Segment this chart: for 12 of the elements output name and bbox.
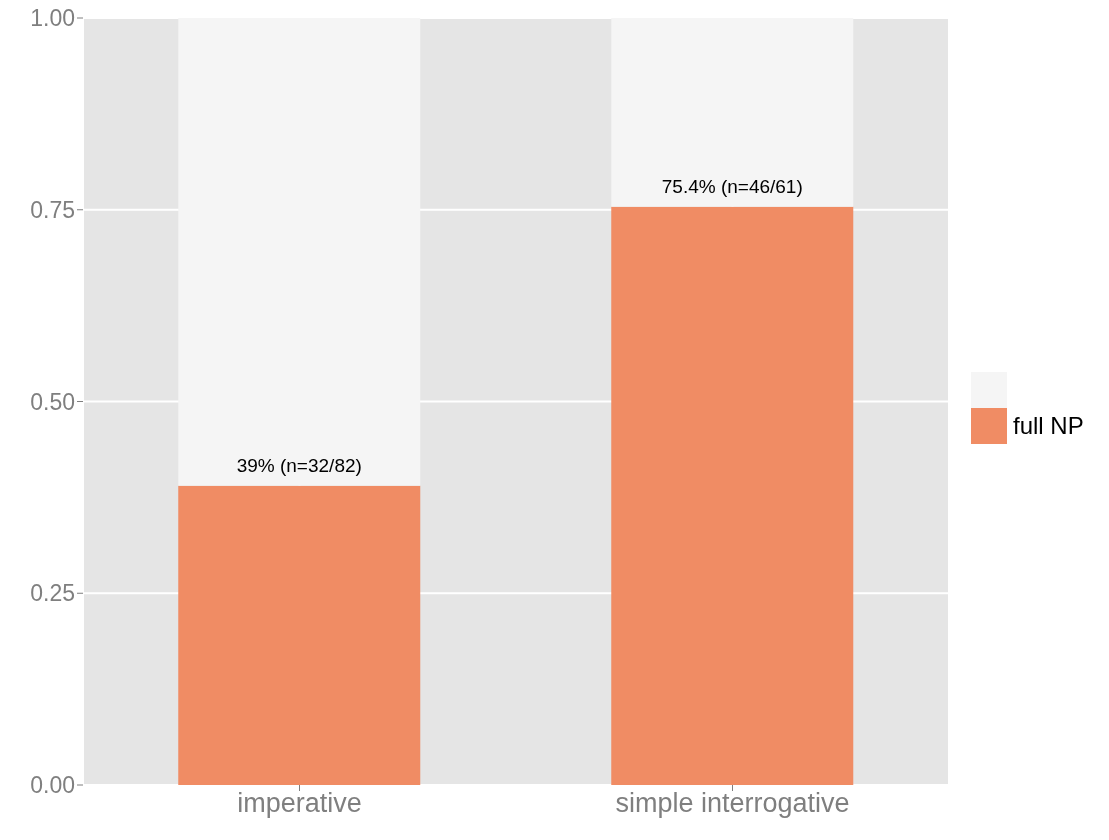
y-tick-label: 0.00 <box>30 772 75 799</box>
y-tick-label: 0.75 <box>30 196 75 223</box>
y-tick-label: 1.00 <box>30 5 75 32</box>
bar <box>178 485 421 785</box>
x-tick-label: simple interrogative <box>615 788 850 819</box>
bar <box>611 206 854 785</box>
data-label: 39% (n=32/82) <box>236 454 362 476</box>
y-tick-label: 0.50 <box>30 388 75 415</box>
y-tick-label: 0.25 <box>30 580 75 607</box>
x-tick-label: imperative <box>237 788 362 819</box>
data-label: 75.4% (n=46/61) <box>661 175 803 197</box>
legend-label: full NP <box>1013 412 1084 440</box>
